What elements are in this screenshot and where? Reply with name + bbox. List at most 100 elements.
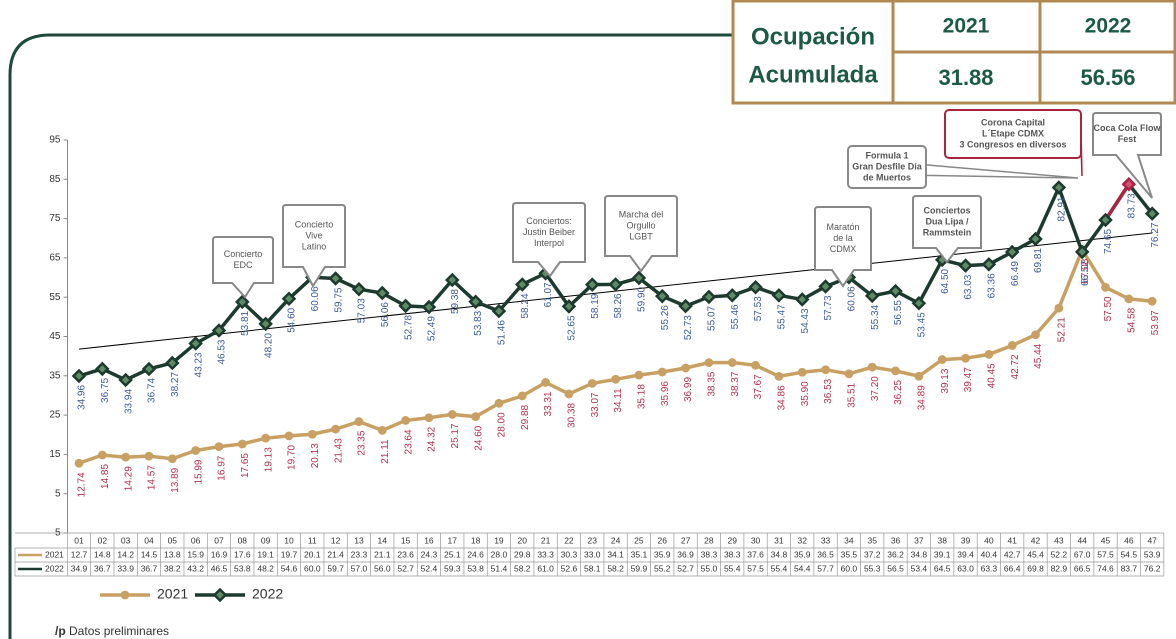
value-label: 20.13 (310, 443, 321, 468)
value-label: 63.03 (963, 274, 974, 299)
table-cell: 34.1 (607, 549, 624, 559)
point (1124, 294, 1134, 304)
table-cell: 56.5 (887, 563, 904, 573)
value-label: 24.32 (427, 426, 438, 451)
y-tick-label: 65 (49, 253, 61, 264)
value-label: 37.20 (870, 376, 881, 401)
value-label: 52.49 (427, 316, 438, 341)
x-tick-label: 37 (914, 535, 924, 545)
table-cell: 52.2 (1051, 549, 1068, 559)
point (821, 365, 830, 375)
point (1101, 282, 1110, 292)
value-label: 55.47 (777, 304, 788, 329)
point (1121, 177, 1137, 192)
point (681, 363, 690, 373)
value-label: 19.13 (263, 447, 274, 472)
table-cell: 20.1 (304, 549, 321, 559)
table-cell: 21.1 (374, 549, 391, 559)
table-cell: 24.6 (467, 549, 484, 559)
value-label: 28.00 (497, 412, 508, 437)
annotation-text: Maratón (826, 222, 859, 232)
point (445, 272, 460, 288)
value-label: 40.45 (987, 363, 998, 388)
footnote-text: Datos preliminares (69, 624, 169, 638)
value-label: 51.46 (497, 320, 508, 345)
point (794, 292, 810, 307)
value-label: 39.47 (963, 367, 974, 392)
value-label: 67.08 (1080, 258, 1091, 283)
point (74, 458, 84, 468)
annotation-text: 3 Congresos en diversos (959, 139, 1066, 149)
value-label: 25.17 (450, 423, 461, 448)
point (1007, 341, 1017, 350)
x-tick-label: 36 (891, 535, 901, 545)
value-label: 69.81 (1033, 248, 1044, 273)
value-label: 74.65 (1103, 229, 1114, 254)
table-cell: 19.1 (257, 549, 274, 559)
point (165, 355, 180, 371)
x-tick-label: 07 (214, 535, 224, 545)
table-cell: 61.0 (537, 563, 554, 573)
value-label: 14.57 (147, 465, 158, 490)
value-label: 57.53 (753, 296, 764, 321)
table-cell: 23.6 (397, 549, 414, 559)
annotation-callout (912, 195, 982, 264)
value-label: 35.18 (637, 384, 648, 409)
annotation-text: Gran Desfile Día (852, 161, 923, 171)
x-tick-label: 25 (634, 535, 644, 545)
table-series-name: 2022 (45, 563, 64, 573)
value-label: 12.74 (77, 472, 88, 497)
table-cell: 37.2 (864, 549, 881, 559)
x-tick-label: 12 (331, 535, 341, 545)
point (447, 410, 457, 419)
value-label: 23.35 (357, 430, 368, 455)
value-label: 14.85 (100, 464, 111, 489)
table-cell: 14.2 (117, 549, 134, 559)
table-cell: 28.0 (491, 549, 508, 559)
point (237, 439, 247, 449)
y-tick-label: 25 (49, 410, 61, 421)
table-cell: 66.5 (1074, 563, 1091, 573)
point (751, 360, 760, 370)
table-cell: 57.7 (817, 563, 834, 573)
value-label: 64.50 (940, 268, 951, 293)
table-cell: 15.9 (187, 549, 204, 559)
value-label: 21.43 (333, 438, 344, 463)
annotation-text: Conciertos: (526, 216, 572, 226)
value-label: 66.52 (1080, 260, 1091, 285)
value-label: 52.78 (403, 314, 414, 339)
table-cell: 58.2 (607, 563, 624, 573)
x-tick-label: 01 (74, 535, 84, 545)
summary-value: 31.88 (938, 65, 993, 90)
point (284, 431, 294, 441)
x-tick-label: 06 (191, 535, 201, 545)
table-cell: 57.0 (351, 563, 368, 573)
table-cell: 67.0 (1074, 549, 1091, 559)
annotation-box (944, 109, 1082, 159)
table-cell: 53.4 (911, 563, 928, 573)
point (818, 279, 833, 294)
x-tick-label: 35 (867, 535, 877, 545)
value-label: 55.46 (730, 304, 741, 329)
point (867, 362, 877, 372)
annotation-text: L´Etape CDMX (982, 128, 1044, 138)
point (774, 371, 784, 381)
value-label: 21.11 (380, 439, 391, 464)
table-cell: 53.8 (467, 563, 484, 573)
value-label: 60.06 (847, 286, 858, 311)
table-cell: 83.7 (1121, 563, 1138, 573)
annotation-text: CDMX (830, 244, 857, 254)
table-cell: 59.7 (327, 563, 344, 573)
point (167, 454, 177, 464)
value-label: 48.20 (263, 332, 274, 357)
point (984, 349, 994, 359)
value-label: 15.99 (193, 459, 204, 484)
value-label: 14.29 (123, 466, 134, 491)
table-cell: 12.7 (71, 549, 88, 559)
x-tick-label: 29 (728, 535, 738, 545)
table-cell: 36.2 (887, 549, 904, 559)
table-cell: 59.3 (444, 563, 461, 573)
value-label: 34.89 (917, 385, 928, 410)
